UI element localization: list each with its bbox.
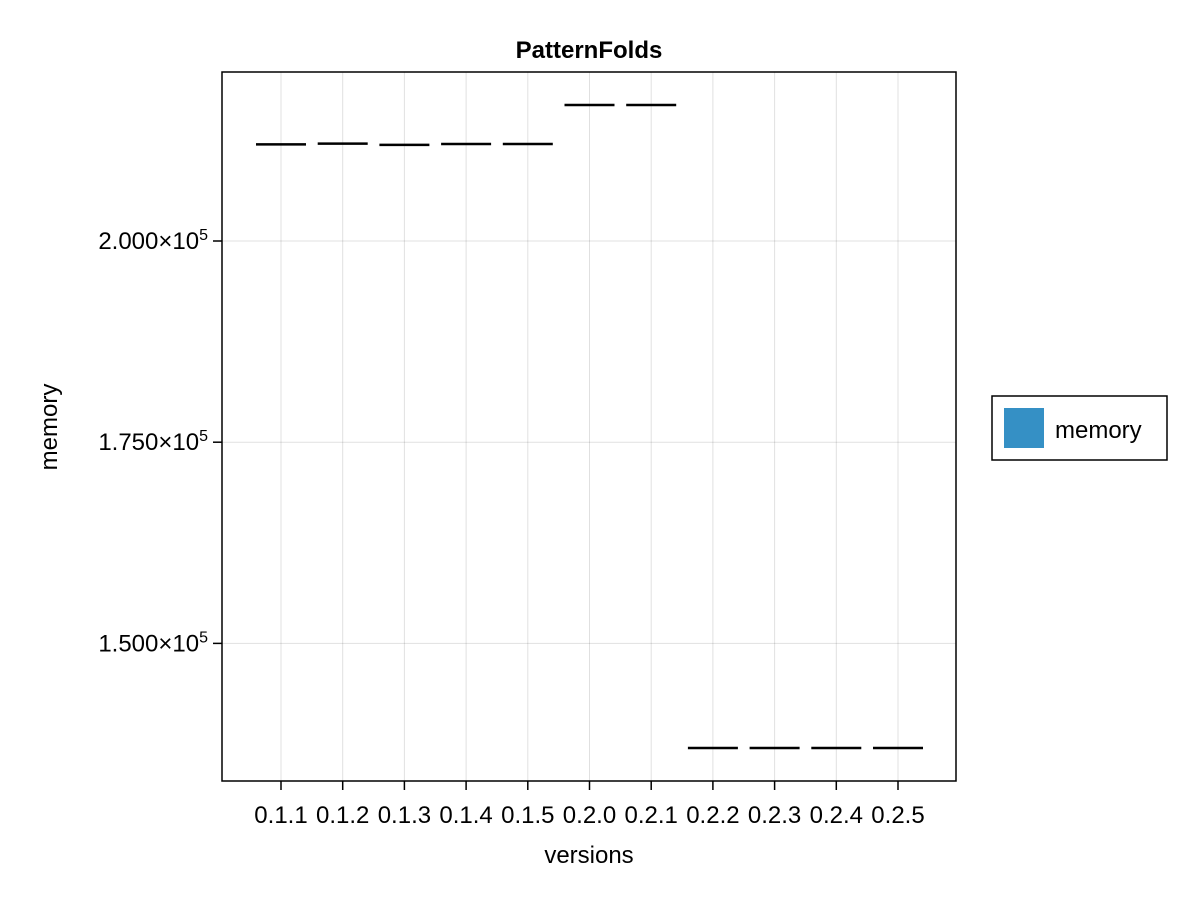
x-tick-label: 0.1.4 — [439, 802, 492, 829]
legend-swatch — [1004, 408, 1044, 448]
y-axis-label: memory — [36, 384, 63, 471]
y-axis-ticks: 1.500×105 1.750×105 2.000×105 — [98, 227, 222, 657]
legend: memory — [991, 395, 1168, 461]
x-tick-label: 0.2.1 — [625, 802, 678, 829]
y-tick-label: 2.000×105 — [98, 227, 208, 255]
y-tick-label: 1.500×105 — [98, 629, 208, 657]
x-tick-label: 0.1.5 — [501, 802, 554, 829]
x-tick-label: 0.2.3 — [748, 802, 801, 829]
chart-title: PatternFolds — [516, 37, 663, 64]
x-axis-label: versions — [544, 842, 633, 869]
x-tick-label: 0.2.4 — [810, 802, 863, 829]
x-tick-label: 0.2.5 — [871, 802, 924, 829]
grid-lines — [222, 72, 956, 781]
x-axis-ticks: 0.1.1 0.1.2 0.1.3 0.1.4 0.1.5 0.2.0 0.2.1 0.2.2… — [254, 781, 925, 829]
x-tick-label: 0.1.3 — [378, 802, 431, 829]
x-tick-label: 0.2.2 — [686, 802, 739, 829]
legend-label: memory — [1055, 417, 1142, 444]
x-tick-label: 0.1.2 — [316, 802, 369, 829]
data-marks — [256, 103, 923, 750]
x-tick-label: 0.2.0 — [563, 802, 616, 829]
x-tick-label: 0.1.1 — [254, 802, 307, 829]
y-tick-label: 1.750×105 — [98, 428, 208, 456]
